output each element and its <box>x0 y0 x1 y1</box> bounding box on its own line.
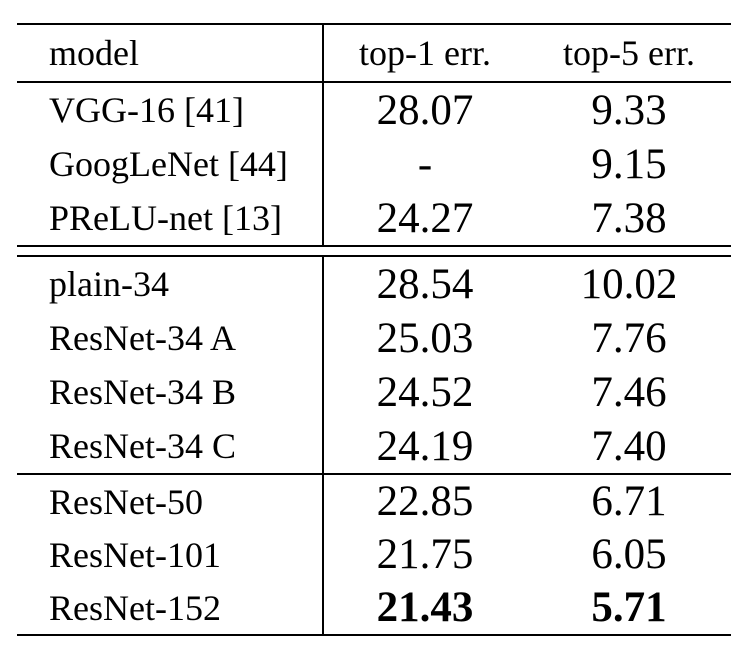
table-row: GoogLeNet [44] - 9.15 <box>17 137 731 191</box>
table-row: ResNet-50 22.85 6.71 <box>17 475 731 528</box>
single-rule-divider <box>17 473 731 475</box>
results-table: model top-1 err. top-5 err. VGG-16 [41] … <box>17 23 731 636</box>
top1-value: 22.85 <box>376 478 474 525</box>
table-row: plain-34 28.54 10.02 <box>17 257 731 311</box>
top1-value: 24.19 <box>376 422 474 470</box>
double-rule-divider <box>17 245 731 257</box>
top5-value: 7.40 <box>591 422 667 470</box>
top5-value: 6.05 <box>591 531 667 578</box>
model-name: ResNet-34 A <box>49 318 236 358</box>
column-header-top5-err: top-5 err. <box>563 33 695 73</box>
table-row: PReLU-net [13] 24.27 7.38 <box>17 191 731 245</box>
model-name: GoogLeNet [44] <box>49 144 288 184</box>
model-name: ResNet-34 B <box>49 372 236 412</box>
table-row: ResNet-34 A 25.03 7.76 <box>17 311 731 365</box>
top1-value: 21.75 <box>376 531 474 578</box>
top5-value: 7.38 <box>591 194 667 242</box>
table-row: ResNet-34 C 24.19 7.40 <box>17 419 731 473</box>
top1-value-best: 21.43 <box>376 584 474 631</box>
table-row: ResNet-152 21.43 5.71 <box>17 581 731 634</box>
top5-value: 7.46 <box>591 368 667 416</box>
table-row: ResNet-101 21.75 6.05 <box>17 528 731 581</box>
top5-value-best: 5.71 <box>591 584 667 631</box>
top1-value: 24.27 <box>376 194 474 242</box>
model-name: PReLU-net [13] <box>49 198 282 238</box>
top5-value: 10.02 <box>580 260 678 308</box>
model-name: plain-34 <box>49 264 169 304</box>
top5-value: 6.71 <box>591 478 667 525</box>
model-name: ResNet-34 C <box>49 426 236 466</box>
top1-value: 24.52 <box>376 368 474 416</box>
model-name: ResNet-152 <box>49 587 221 628</box>
top1-value: - <box>417 140 433 188</box>
model-name: VGG-16 [41] <box>49 90 244 130</box>
table-row: VGG-16 [41] 28.07 9.33 <box>17 83 731 137</box>
top1-value: 28.07 <box>376 86 474 134</box>
top5-value: 9.33 <box>591 86 667 134</box>
table-header-row: model top-1 err. top-5 err. <box>17 25 731 83</box>
table-row: ResNet-34 B 24.52 7.46 <box>17 365 731 419</box>
column-header-model: model <box>49 33 139 73</box>
top1-value: 25.03 <box>376 314 474 362</box>
top5-value: 9.15 <box>591 140 667 188</box>
model-name: ResNet-50 <box>49 481 203 522</box>
model-name: ResNet-101 <box>49 534 221 575</box>
column-header-top1-err: top-1 err. <box>359 33 491 73</box>
top1-value: 28.54 <box>376 260 474 308</box>
top5-value: 7.76 <box>591 314 667 362</box>
